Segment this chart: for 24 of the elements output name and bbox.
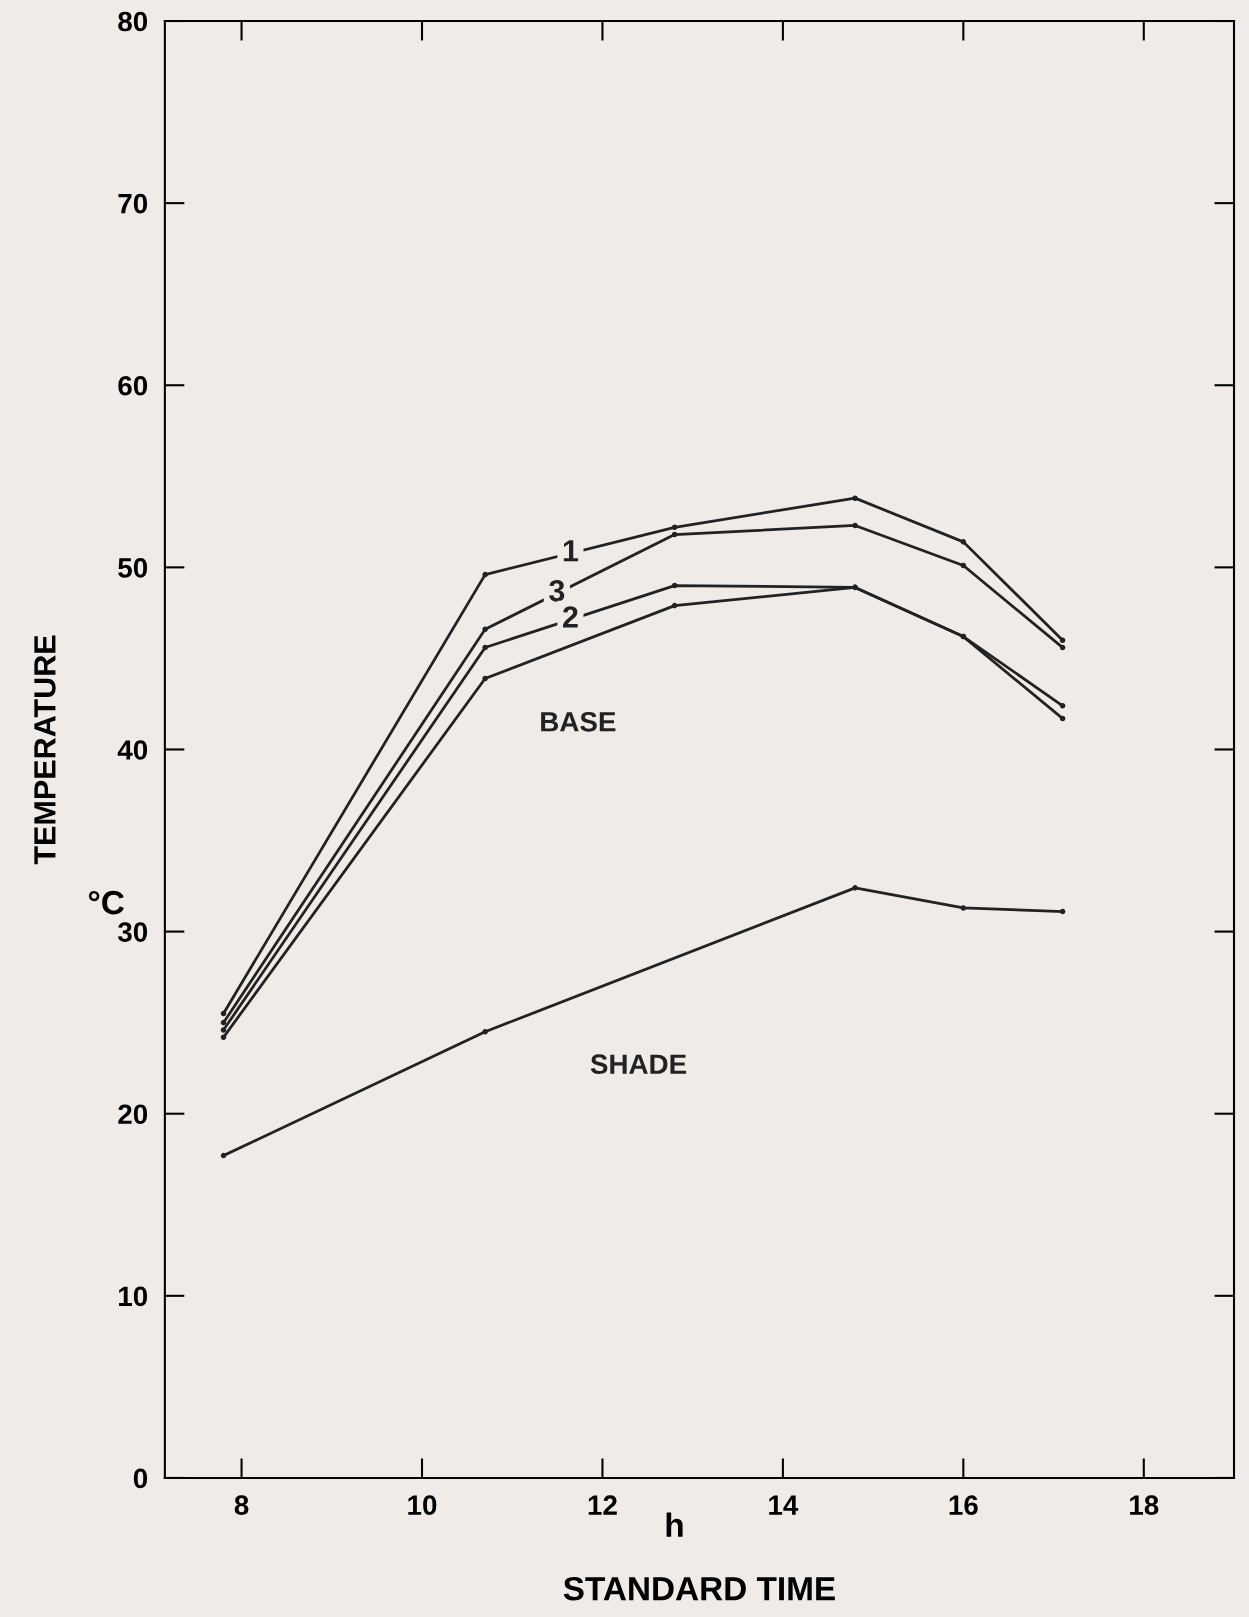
y-tick-label: 40 <box>117 740 148 760</box>
text: h <box>666 1512 683 1537</box>
x-tick-label: 12 <box>588 1495 617 1515</box>
x-tick-label: 14 <box>769 1495 799 1515</box>
series-label: BASE <box>541 711 616 732</box>
x-tick-label: 8 <box>234 1495 249 1516</box>
x-axis-title: STANDARD TIME <box>563 1576 835 1601</box>
x-tick-label: 10 <box>408 1495 437 1516</box>
text: °C <box>88 890 124 915</box>
series-label: 1 <box>563 540 579 562</box>
text: SHADE <box>590 1054 687 1075</box>
y-tick-label: 0 <box>133 1468 148 1489</box>
y-tick-label: 20 <box>118 1104 148 1125</box>
y-tick-label: 80 <box>118 11 148 32</box>
x-tick-label: 16 <box>949 1495 978 1516</box>
y-tick-label: 50 <box>118 558 148 578</box>
series-label: 2 <box>562 606 578 628</box>
y-tick-label: 30 <box>117 922 148 942</box>
y-tick-label: 70 <box>118 193 148 214</box>
y-tick-label: 10 <box>119 1286 148 1307</box>
y-tick-label: 60 <box>118 375 148 396</box>
y-axis-title: TEMPERATURE <box>34 635 56 865</box>
x-tick-label: 18 <box>1130 1495 1159 1516</box>
series-label: 3 <box>549 580 565 602</box>
